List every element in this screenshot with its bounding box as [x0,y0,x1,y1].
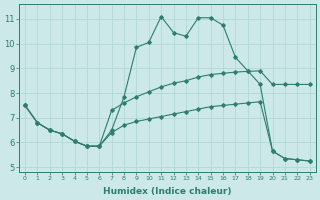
X-axis label: Humidex (Indice chaleur): Humidex (Indice chaleur) [103,187,232,196]
